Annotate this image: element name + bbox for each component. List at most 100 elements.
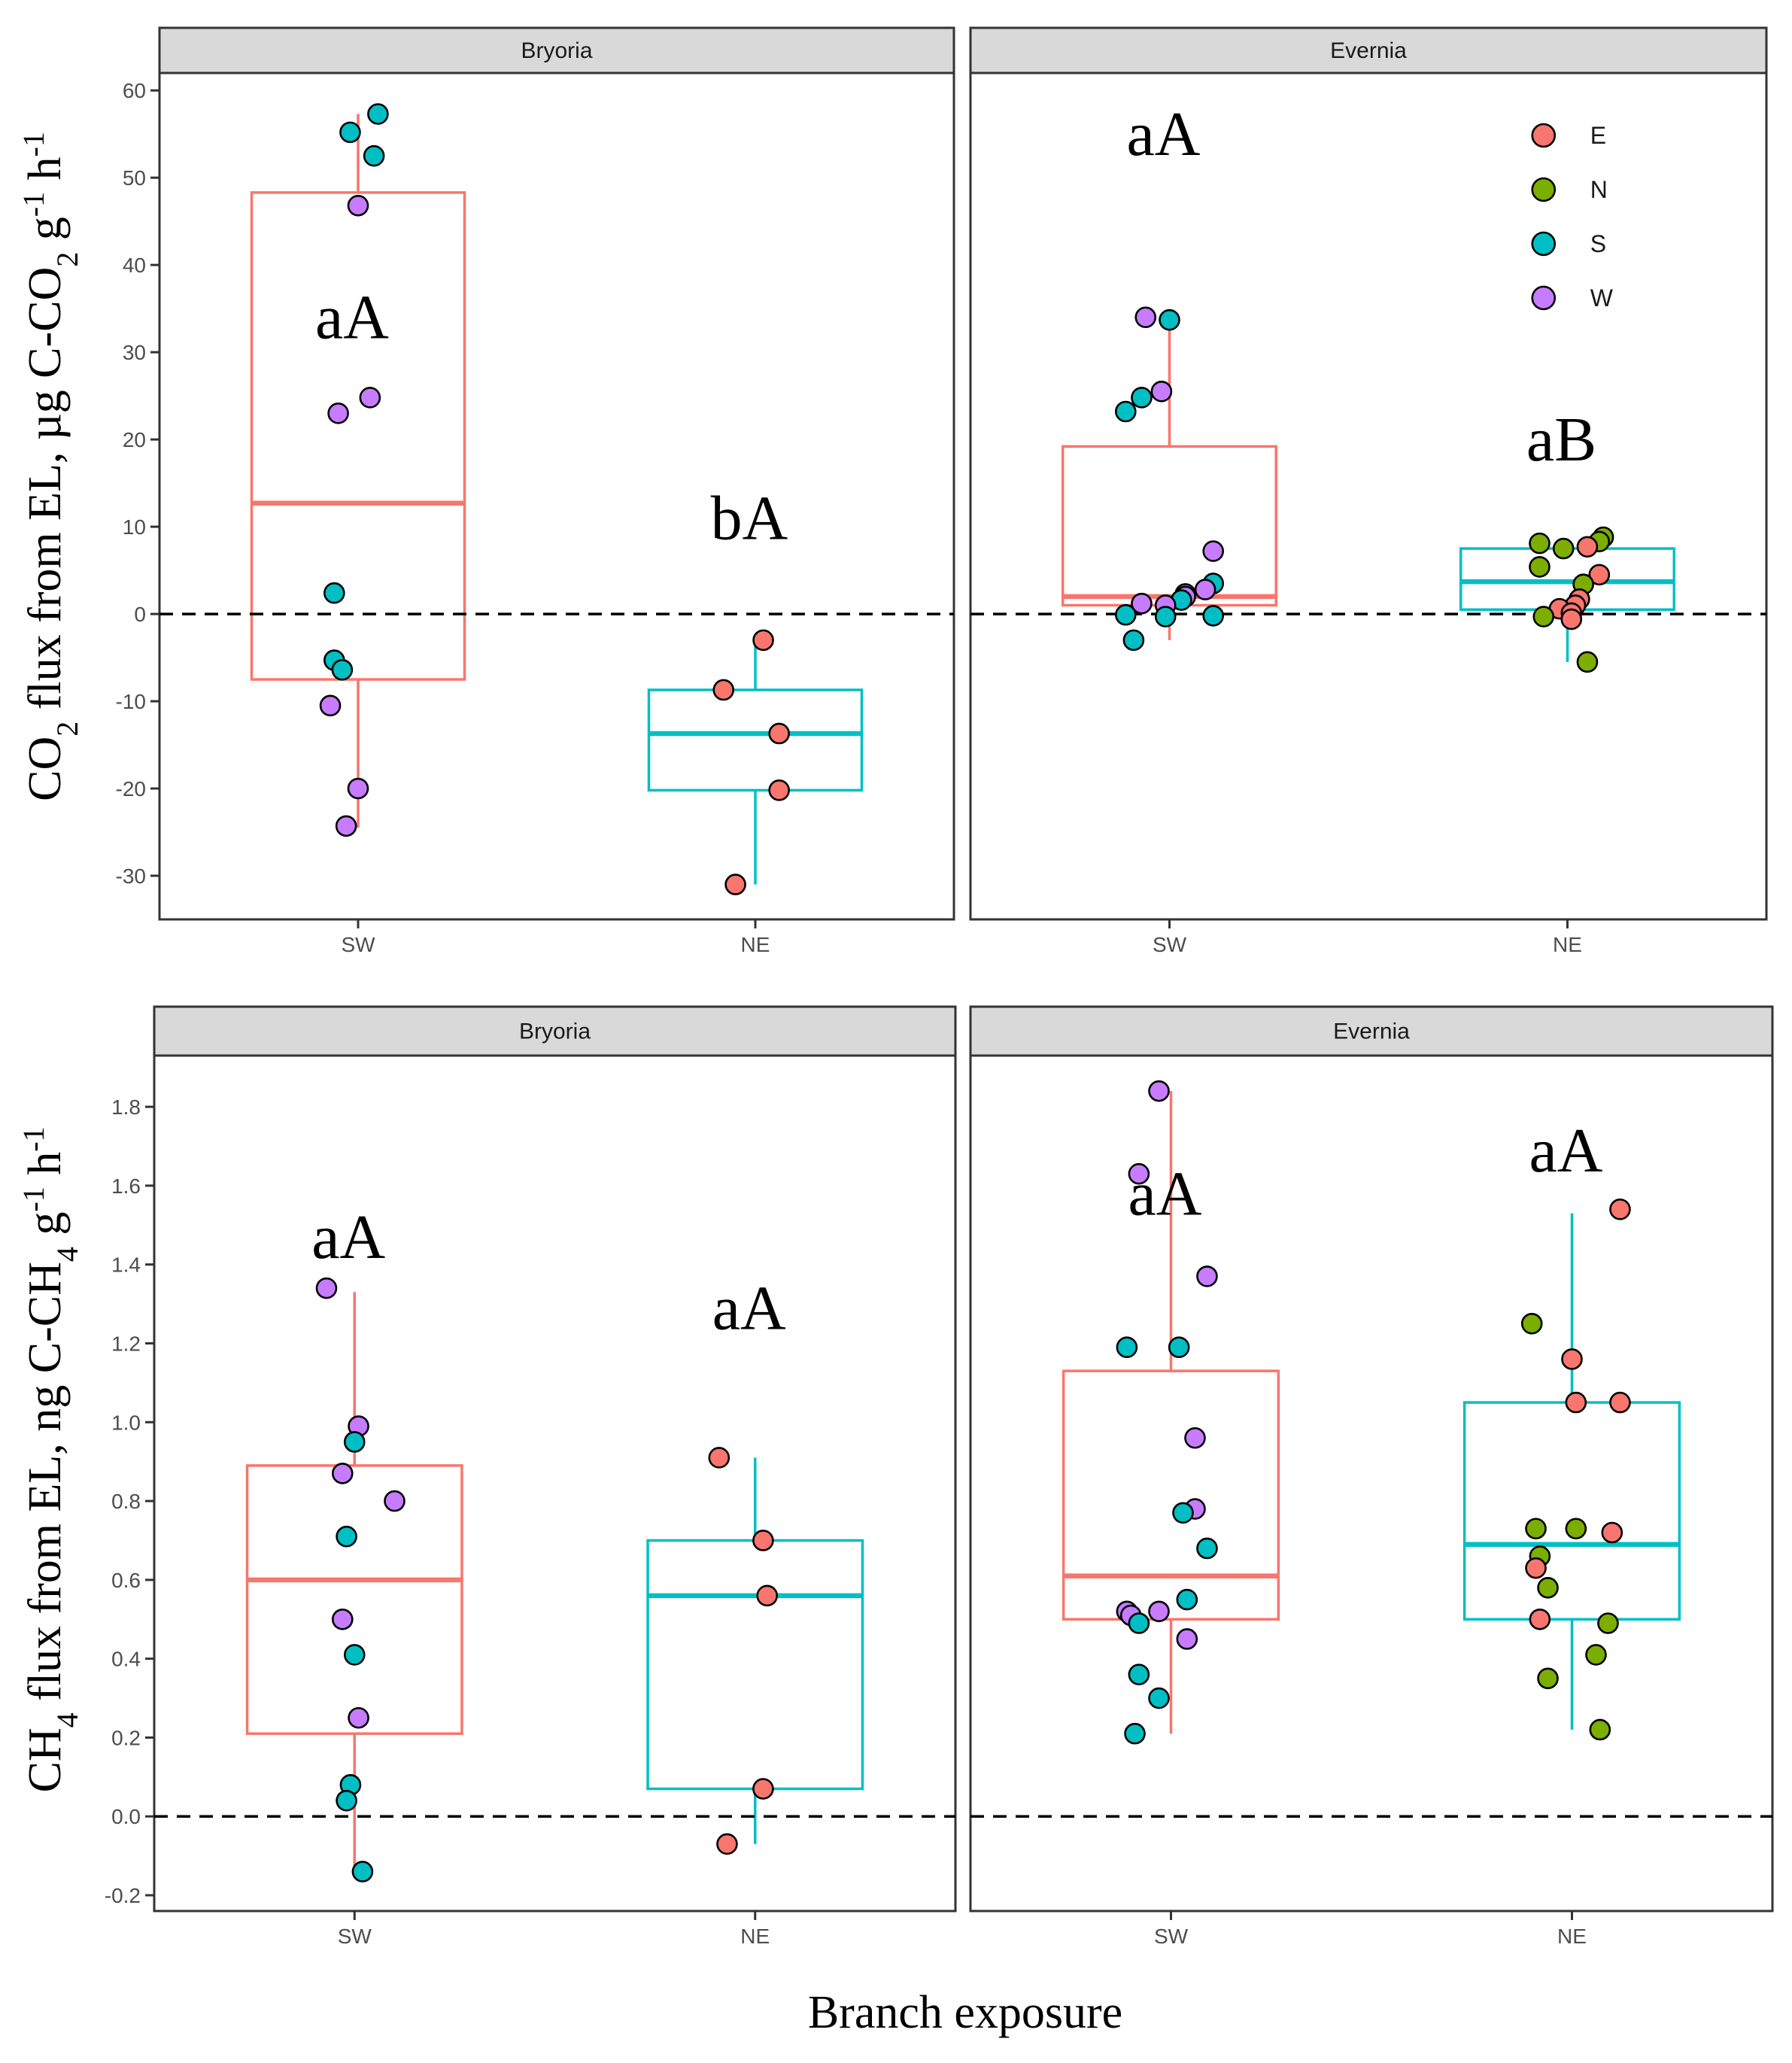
data-point-s <box>1115 603 1137 626</box>
data-point-n <box>1525 1518 1547 1540</box>
y-tick-label: -10 <box>116 690 146 713</box>
data-point-w <box>331 1608 354 1630</box>
data-point-e <box>708 1447 730 1469</box>
data-point-n <box>1576 651 1599 673</box>
data-point-w <box>1184 1426 1206 1449</box>
data-point-w <box>359 387 381 409</box>
data-point-n <box>1529 556 1551 578</box>
y-tick-label: 1.0 <box>111 1411 141 1434</box>
y-tick-label: -20 <box>116 777 146 801</box>
data-point-w <box>347 194 369 217</box>
data-point-s <box>1124 1722 1146 1745</box>
data-point-s <box>1154 606 1177 627</box>
data-point-s <box>323 582 345 604</box>
boxplot-ne <box>647 640 864 885</box>
y-tick-label: 10 <box>123 515 146 539</box>
y-tick-label: 0.2 <box>111 1726 141 1749</box>
data-point-w <box>1148 1080 1170 1102</box>
y-tick-label: 1.2 <box>111 1332 141 1355</box>
data-point-s <box>1122 629 1145 652</box>
significance-label: aB <box>1526 405 1596 475</box>
data-point-w <box>1131 592 1153 615</box>
data-point-e <box>1588 564 1611 586</box>
data-point-w <box>384 1490 405 1512</box>
data-point-e <box>1560 608 1583 630</box>
x-tick-label: NE <box>741 933 770 956</box>
legend-label: W <box>1590 284 1614 311</box>
legend-key <box>1531 123 1557 148</box>
data-point-s <box>1131 387 1153 409</box>
data-point-n <box>1529 532 1551 554</box>
data-point-s <box>1168 1336 1190 1359</box>
y-tick-label: 1.8 <box>111 1095 141 1119</box>
y-tick-label: 0.6 <box>111 1569 141 1592</box>
data-point-n <box>1552 537 1575 560</box>
data-point-s <box>1128 1663 1150 1685</box>
x-tick-label: SW <box>1153 933 1187 956</box>
x-tick-label: NE <box>1557 1925 1587 1948</box>
significance-label: bA <box>711 483 788 553</box>
box-iqr <box>250 191 466 681</box>
data-point-w <box>319 694 342 717</box>
data-point-n <box>1532 606 1555 627</box>
facet-strip-label: Bryoria <box>521 38 592 63</box>
data-point-s <box>1116 1336 1138 1359</box>
data-point-s <box>343 1431 366 1453</box>
significance-label: aA <box>315 283 389 353</box>
panel-evernia: Evernia SW NE aA aA <box>969 1005 1774 1948</box>
data-point-e <box>756 1584 779 1607</box>
boxplot-sw <box>1062 1091 1280 1734</box>
y-tick-label: 20 <box>123 428 146 451</box>
data-point-e <box>768 779 790 801</box>
y-tick-label: 0.4 <box>111 1648 141 1671</box>
data-point-w <box>331 1463 354 1484</box>
data-point-s <box>336 1525 357 1548</box>
facet-strip-label: Evernia <box>1333 1019 1410 1044</box>
data-point-w <box>1128 1162 1150 1185</box>
data-point-w <box>1194 579 1216 600</box>
y-axis-title: CO2 flux from EL, µg C-CO2 g-1 h-1 <box>17 132 84 801</box>
box-iqr <box>245 1464 463 1735</box>
data-point-w <box>347 777 369 800</box>
data-point-n <box>1537 1667 1559 1690</box>
significance-label: aA <box>712 1273 786 1343</box>
data-point-e <box>1529 1608 1551 1630</box>
y-tick-label: -30 <box>116 864 146 888</box>
data-point-w <box>1202 540 1224 562</box>
data-point-w <box>1150 381 1173 403</box>
data-point-e <box>752 629 774 652</box>
y-tick-label: 1.6 <box>111 1174 141 1198</box>
data-point-s <box>1128 1612 1150 1634</box>
significance-label: aA <box>1128 1159 1202 1229</box>
data-point-w <box>327 403 349 424</box>
data-point-e <box>752 1778 774 1800</box>
significance-label: aA <box>1127 99 1201 169</box>
x-axis-title: Branch exposure <box>808 1987 1122 2038</box>
legend-key <box>1531 285 1557 311</box>
data-point-s <box>1176 1588 1198 1611</box>
data-point-e <box>752 1530 774 1551</box>
data-point-s <box>343 1644 366 1666</box>
data-point-s <box>339 121 361 144</box>
data-point-s <box>1148 1687 1170 1709</box>
significance-label: aA <box>311 1202 385 1272</box>
y-tick-label: -0.2 <box>105 1884 141 1907</box>
data-point-s <box>1115 400 1137 423</box>
x-tick-label: SW <box>338 1925 372 1948</box>
data-point-e <box>1601 1521 1623 1544</box>
legend-key <box>1531 177 1557 202</box>
data-point-w <box>1134 306 1157 329</box>
box-iqr <box>1062 1369 1280 1621</box>
data-point-s <box>351 1861 374 1882</box>
data-point-n <box>1537 1577 1559 1599</box>
legend-label: S <box>1590 230 1606 257</box>
data-point-s <box>1202 605 1224 627</box>
data-point-n <box>1589 1718 1611 1741</box>
data-point-e <box>1565 1391 1587 1414</box>
data-point-s <box>1172 1502 1194 1524</box>
boxplot-sw <box>250 114 466 828</box>
x-tick-label: SW <box>341 933 375 956</box>
y-tick-label: 0.8 <box>111 1490 141 1513</box>
data-point-s <box>331 658 354 681</box>
